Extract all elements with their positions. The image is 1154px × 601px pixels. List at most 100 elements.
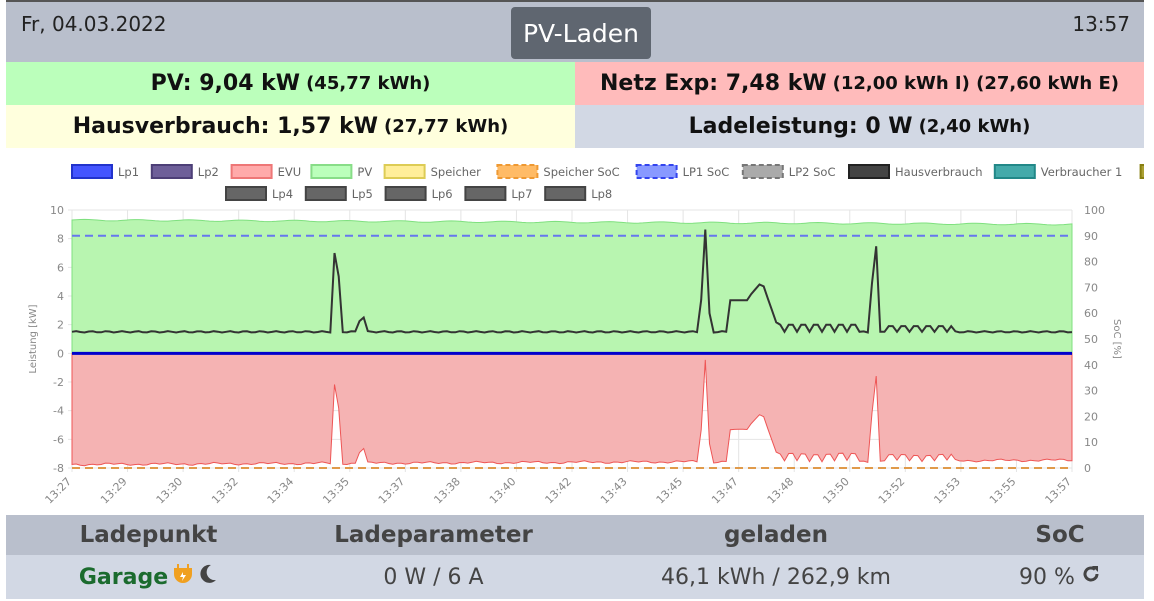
col-geladen: geladen xyxy=(724,522,828,548)
evu-area xyxy=(71,352,1073,467)
y2-tick-label: 60 xyxy=(1084,307,1098,320)
legend-swatch xyxy=(496,164,539,179)
y2-tick-label: 100 xyxy=(1084,204,1105,217)
x-tick-label: 13:52 xyxy=(876,475,908,507)
legend-swatch xyxy=(741,164,784,179)
hausverbrauch-tile[interactable]: Hausverbrauch: 1,57 kW (27,77 kWh) xyxy=(6,105,575,148)
ladepunkt-cell[interactable]: Garage xyxy=(6,563,291,591)
legend-label: Verbraucher 1 xyxy=(1041,165,1123,179)
y2-tick-label: 30 xyxy=(1084,385,1098,398)
chart-legend[interactable]: Lp1 Lp2 EVU PV Speicher Speicher SoC LP1 SoC LP… xyxy=(71,164,1144,201)
x-tick-label: 13:48 xyxy=(765,475,797,507)
legend-label: Lp5 xyxy=(352,187,373,201)
legend-swatch xyxy=(544,186,587,201)
x-tick-label: 13:50 xyxy=(820,475,852,507)
legend-swatch xyxy=(384,186,427,201)
plug-icon[interactable] xyxy=(174,563,193,591)
legend-label: Lp4 xyxy=(272,187,293,201)
y-tick-label: -6 xyxy=(53,433,64,446)
ladepunkt-name[interactable]: Garage xyxy=(78,564,169,590)
moon-icon[interactable] xyxy=(198,563,218,591)
soc-value: 90 % xyxy=(1019,564,1075,590)
ladeleistung-tile[interactable]: Ladeleistung: 0 W (2,40 kWh) xyxy=(575,105,1144,148)
x-tick-label: 13:57 xyxy=(1043,475,1075,507)
hausverbrauch-value: Hausverbrauch: 1,57 kW xyxy=(72,114,378,139)
x-tick-label: 13:32 xyxy=(209,475,241,507)
legend-swatch xyxy=(71,164,113,179)
x-tick-label: 13:47 xyxy=(709,475,741,507)
legend-item-hausverbrauch[interactable]: Hausverbrauch xyxy=(848,164,983,179)
legend-label: EVU xyxy=(278,165,302,179)
legend-label: PV xyxy=(357,165,372,179)
legend-item-lp7[interactable]: Lp7 xyxy=(464,186,532,201)
refresh-icon[interactable] xyxy=(1081,564,1101,590)
legend-label: Lp2 xyxy=(198,165,219,179)
hausverbrauch-line xyxy=(71,229,1073,334)
pv-tile[interactable]: PV: 9,04 kW (45,77 kWh) xyxy=(6,62,575,105)
y-axis-label: Leistung [kW] xyxy=(28,304,39,373)
y2-tick-label: 70 xyxy=(1084,281,1098,294)
netz-tile[interactable]: Netz Exp: 7,48 kW (12,00 kWh I) (27,60 k… xyxy=(575,62,1144,105)
x-tick-label: 13:37 xyxy=(376,475,408,507)
power-chart[interactable]: Lp1 Lp2 EVU PV Speicher Speicher SoC LP1 SoC LP… xyxy=(6,150,1144,512)
x-tick-label: 13:40 xyxy=(487,475,519,507)
legend-label: Lp8 xyxy=(591,187,612,201)
soc-cell[interactable]: 90 % xyxy=(976,564,1144,590)
hausverbrauch-energy: (27,77 kWh) xyxy=(383,116,509,137)
y-tick-label: -8 xyxy=(53,462,64,475)
legend-item-pv[interactable]: PV xyxy=(310,164,372,179)
col-soc: SoC xyxy=(1035,522,1085,548)
legend-item-verbraucher-2[interactable]: Verbraucher 2 xyxy=(1139,164,1144,179)
legend-label: LP2 SoC xyxy=(789,165,836,179)
legend-item-speicher[interactable]: Speicher xyxy=(383,164,482,179)
x-tick-label: 13:35 xyxy=(320,475,352,507)
legend-item-lp5[interactable]: Lp5 xyxy=(304,186,373,201)
legend-label: Speicher SoC xyxy=(543,165,619,179)
legend-swatch xyxy=(635,164,678,179)
y2-tick-label: 0 xyxy=(1084,462,1091,475)
y-tick-label: 2 xyxy=(57,319,64,332)
legend-item-verbraucher-1[interactable]: Verbraucher 1 xyxy=(993,164,1123,179)
legend-swatch xyxy=(304,186,347,201)
y2-axis-label: SoC [%] xyxy=(1111,319,1122,359)
pv-energy: (45,77 kWh) xyxy=(306,73,431,94)
legend-swatch xyxy=(225,186,267,201)
page-title-button[interactable]: PV-Laden xyxy=(511,7,651,59)
col-ladeparameter: Ladeparameter xyxy=(334,522,533,548)
y-tick-label: 0 xyxy=(57,347,64,360)
y-tick-label: -2 xyxy=(53,376,64,389)
netz-value: Netz Exp: 7,48 kW xyxy=(600,71,827,96)
legend-item-lp6[interactable]: Lp6 xyxy=(384,186,453,201)
x-tick-label: 13:38 xyxy=(431,475,463,507)
x-tick-label: 13:55 xyxy=(987,475,1019,507)
y2-tick-label: 80 xyxy=(1084,256,1098,269)
ladeparameter-cell[interactable]: 0 W / 6 A xyxy=(383,564,484,590)
legend-item-lp2-soc[interactable]: LP2 SoC xyxy=(741,164,836,179)
legend-item-lp8[interactable]: Lp8 xyxy=(544,186,612,201)
pv-area xyxy=(71,218,1073,354)
x-tick-label: 13:29 xyxy=(98,475,130,507)
table-header: Ladepunkt Ladeparameter geladen SoC xyxy=(6,515,1144,555)
y2-tick-label: 90 xyxy=(1084,230,1098,243)
legend-item-lp2[interactable]: Lp2 xyxy=(150,164,219,179)
table-row[interactable]: Garage 0 W / 6 A 46,1 kWh / 262,9 km 90 … xyxy=(6,555,1144,599)
legend-item-lp4[interactable]: Lp4 xyxy=(225,186,293,201)
y-tick-label: -4 xyxy=(53,405,64,418)
pv-value: PV: 9,04 kW xyxy=(150,71,301,96)
legend-swatch xyxy=(848,164,890,179)
legend-item-evu[interactable]: EVU xyxy=(230,164,302,179)
x-tick-label: 13:43 xyxy=(598,475,630,507)
legend-swatch xyxy=(993,164,1036,179)
y2-tick-label: 10 xyxy=(1084,436,1098,449)
y2-tick-label: 40 xyxy=(1084,359,1098,372)
legend-item-speicher-soc[interactable]: Speicher SoC xyxy=(496,164,620,179)
legend-item-lp1-soc[interactable]: LP1 SoC xyxy=(635,164,730,179)
legend-item-lp1[interactable]: Lp1 xyxy=(71,164,139,179)
ladeleistung-energy: (2,40 kWh) xyxy=(918,116,1031,137)
y2-tick-label: 50 xyxy=(1084,333,1098,346)
netz-energy: (12,00 kWh I) (27,60 kWh E) xyxy=(832,73,1119,94)
y-tick-label: 4 xyxy=(57,290,64,303)
col-ladepunkt: Ladepunkt xyxy=(79,522,218,548)
legend-label: Hausverbrauch xyxy=(895,165,983,179)
x-tick-label: 13:34 xyxy=(265,475,297,507)
